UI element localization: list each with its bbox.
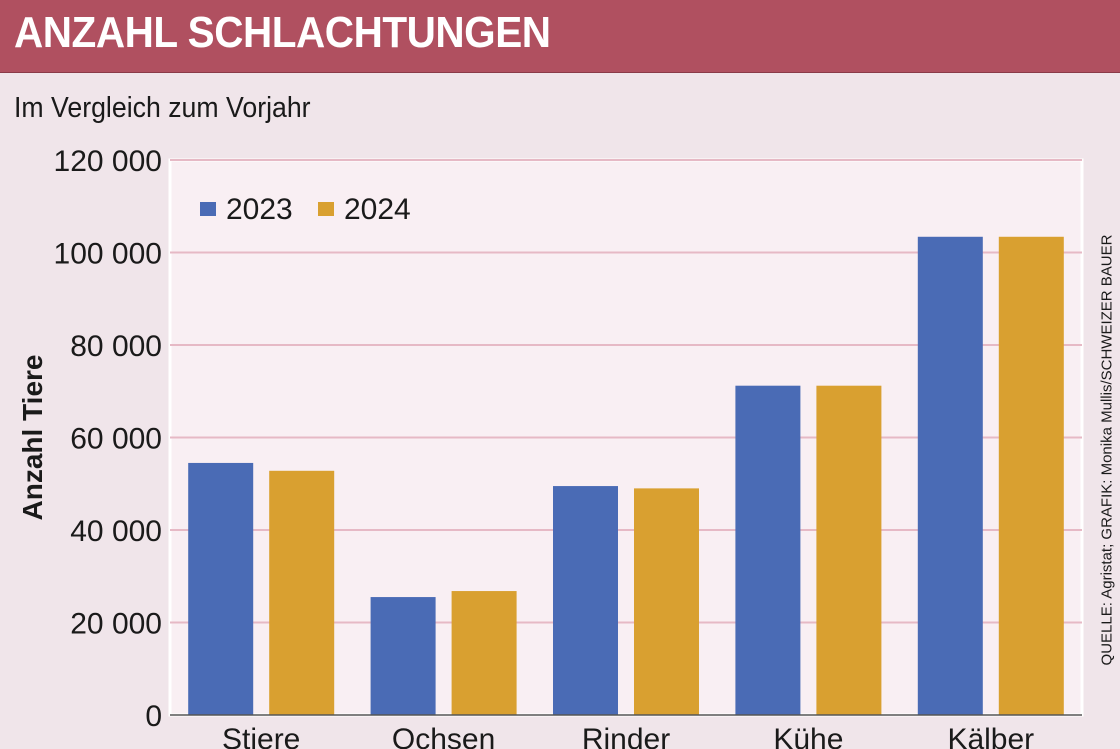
source-credit: QUELLE: Agristat; GRAFIK: Monika Mullis/… — [1098, 234, 1116, 666]
page-title: ANZAHL SCHLACHTUNGEN — [14, 8, 551, 57]
legend-label-2023: 2023 — [226, 193, 293, 226]
bar-2023-rinder — [553, 486, 618, 715]
bar-2024-kälber — [998, 236, 1064, 715]
bar-2023-kühe — [735, 385, 801, 715]
y-tick-label: 60 000 — [70, 423, 162, 456]
x-tick-label: Kühe — [773, 723, 843, 749]
y-tick-label: 40 000 — [70, 515, 162, 548]
title-bar: ANZAHL SCHLACHTUNGEN — [0, 0, 1120, 73]
legend-swatch-2024 — [318, 202, 334, 216]
page-subtitle: Im Vergleich zum Vorjahr — [14, 92, 311, 124]
x-tick-label: Rinder — [582, 723, 670, 749]
bar-2024-stiere — [269, 470, 335, 715]
y-tick-label: 80 000 — [70, 330, 162, 363]
bar-2023-kälber — [917, 236, 983, 715]
legend-label-2024: 2024 — [344, 193, 411, 226]
x-tick-label: Stiere — [222, 723, 300, 749]
y-tick-label: 20 000 — [70, 608, 162, 641]
y-tick-label: 0 — [145, 700, 162, 733]
y-axis-label: Anzahl Tiere — [17, 355, 48, 521]
bar-2024-rinder — [634, 488, 699, 715]
bar-2023-ochsen — [370, 597, 436, 715]
y-tick-label: 120 000 — [54, 145, 162, 178]
legend-swatch-2023 — [200, 202, 216, 216]
x-tick-label: Ochsen — [392, 723, 495, 749]
bar-2024-ochsen — [451, 591, 517, 715]
x-tick-label: Kälber — [947, 723, 1034, 749]
bar-2024-kühe — [816, 385, 882, 715]
bar-2023-stiere — [188, 462, 254, 715]
y-tick-label: 100 000 — [54, 238, 162, 271]
